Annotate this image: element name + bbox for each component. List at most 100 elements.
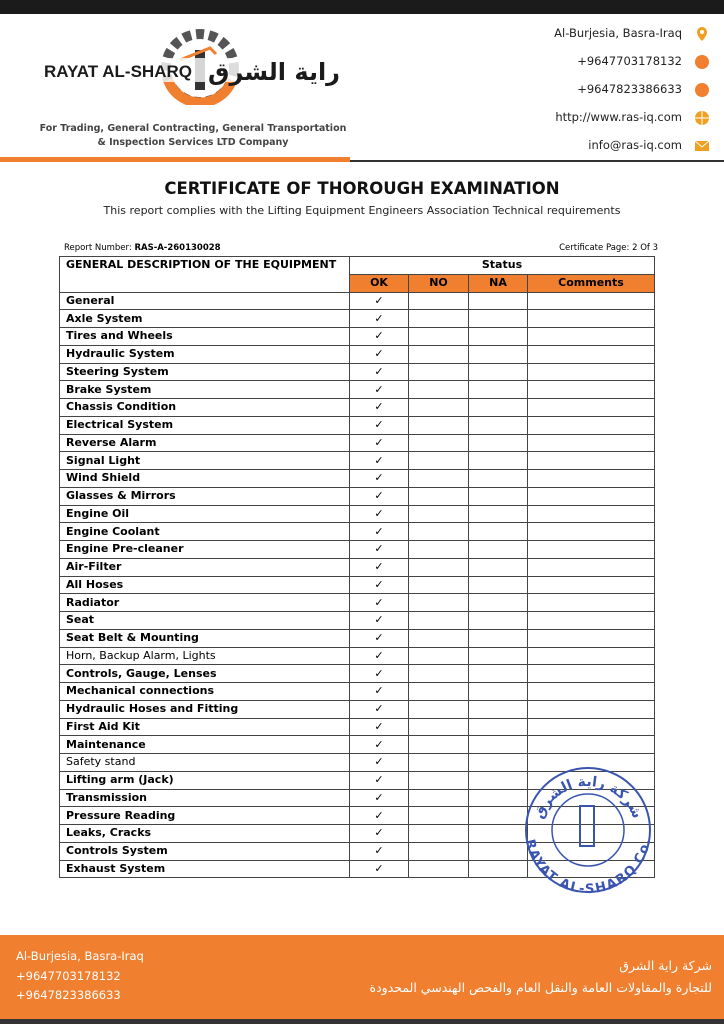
table-row: Horn, Backup Alarm, Lights ✓ <box>59 646 655 666</box>
company-name: RAYAT AL-SHARQ <box>44 62 192 81</box>
empty-cell <box>527 735 655 754</box>
item-name: Hydraulic Hoses and Fitting <box>59 699 350 719</box>
ok-check: ✓ <box>349 628 409 648</box>
empty-cell <box>468 753 528 772</box>
empty-cell <box>527 575 655 595</box>
table-row: Leaks, Cracks ✓ <box>59 824 655 843</box>
item-name: Mechanical connections <box>59 682 350 701</box>
empty-cell <box>468 522 528 541</box>
empty-cell <box>408 628 469 648</box>
empty-cell <box>468 611 528 630</box>
empty-cell <box>408 344 469 364</box>
ok-check: ✓ <box>349 504 409 524</box>
empty-cell <box>408 327 469 346</box>
table-row: Seat ✓ <box>59 611 655 630</box>
table-row: Signal Light ✓ <box>59 451 655 470</box>
empty-cell <box>408 788 469 808</box>
table-row: Hydraulic Hoses and Fitting ✓ <box>59 699 655 719</box>
ok-check: ✓ <box>349 646 409 666</box>
ok-check: ✓ <box>349 451 409 470</box>
table-row: Radiator ✓ <box>59 593 655 612</box>
table-row: Air-Filter ✓ <box>59 557 655 577</box>
certificate-page: Certificate Page: 2 Of 3 <box>559 243 658 253</box>
ok-check: ✓ <box>349 380 409 399</box>
item-name: Engine Oil <box>59 504 350 524</box>
empty-cell <box>468 824 528 843</box>
table-row: Wind Shield ✓ <box>59 469 655 488</box>
ok-check: ✓ <box>349 806 409 825</box>
item-name: Seat <box>59 611 350 630</box>
ok-check: ✓ <box>349 593 409 612</box>
empty-cell <box>408 824 469 843</box>
header-email: info@ras-iq.com <box>588 138 682 152</box>
empty-cell <box>468 398 528 417</box>
empty-cell <box>527 469 655 488</box>
ok-check: ✓ <box>349 486 409 506</box>
stamp-arabic-path: شركة راية الشرق <box>531 774 645 821</box>
empty-cell <box>527 451 655 470</box>
empty-cell <box>527 415 655 435</box>
ok-check: ✓ <box>349 824 409 843</box>
empty-cell <box>527 362 655 382</box>
empty-cell <box>468 486 528 506</box>
empty-cell <box>408 699 469 719</box>
empty-cell <box>408 841 469 861</box>
item-name: Reverse Alarm <box>59 433 350 453</box>
ok-check: ✓ <box>349 788 409 808</box>
label: Report Number: <box>64 243 132 253</box>
item-name: Chassis Condition <box>59 398 350 417</box>
ok-check: ✓ <box>349 575 409 595</box>
table-row: Controls, Gauge, Lenses ✓ <box>59 664 655 683</box>
table-row: Engine Pre-cleaner ✓ <box>59 540 655 559</box>
empty-cell <box>468 309 528 328</box>
empty-cell <box>408 504 469 524</box>
empty-cell <box>408 486 469 506</box>
empty-cell <box>468 380 528 399</box>
item-name: Electrical System <box>59 415 350 435</box>
item-name: Engine Coolant <box>59 522 350 541</box>
item-name: Safety stand <box>59 753 350 772</box>
table-row: Transmission ✓ <box>59 788 655 808</box>
empty-cell <box>527 717 655 737</box>
empty-cell <box>468 770 528 790</box>
empty-cell <box>468 735 528 754</box>
empty-cell <box>408 415 469 435</box>
status-header: Status <box>349 256 655 275</box>
empty-cell <box>468 699 528 719</box>
item-name: Engine Pre-cleaner <box>59 540 350 559</box>
table-row: General ✓ <box>59 291 655 311</box>
empty-cell <box>408 664 469 683</box>
table-row: All Hoses ✓ <box>59 575 655 595</box>
empty-cell <box>468 575 528 595</box>
ok-check: ✓ <box>349 859 409 879</box>
empty-cell <box>527 291 655 311</box>
top-bar <box>0 0 724 14</box>
empty-cell <box>408 398 469 417</box>
item-name: Wind Shield <box>59 469 350 488</box>
empty-cell <box>408 362 469 382</box>
item-name: Steering System <box>59 362 350 382</box>
phone-icon <box>695 55 709 69</box>
empty-cell <box>408 451 469 470</box>
value: RAS-A-260130028 <box>134 243 221 253</box>
empty-cell <box>468 362 528 382</box>
divider <box>350 160 724 162</box>
column-header: NO <box>408 273 469 293</box>
empty-cell <box>468 628 528 648</box>
header-phone: +9647703178132 <box>577 54 682 68</box>
table-row: Chassis Condition ✓ <box>59 398 655 417</box>
title: CERTIFICATE OF THOROUGH EXAMINATION <box>164 179 560 198</box>
empty-cell <box>408 291 469 311</box>
ok-check: ✓ <box>349 398 409 417</box>
table-row: Axle System ✓ <box>59 309 655 328</box>
empty-cell <box>527 628 655 648</box>
ok-check: ✓ <box>349 344 409 364</box>
ok-check: ✓ <box>349 540 409 559</box>
column-header: OK <box>349 273 409 293</box>
ok-check: ✓ <box>349 433 409 453</box>
empty-cell <box>527 646 655 666</box>
stamp: شركة راية الشرق RAYAT AL-SHARQ Co. <box>522 767 654 894</box>
ok-check: ✓ <box>349 327 409 346</box>
item-name: Exhaust System <box>59 859 350 879</box>
table-row: Hydraulic System ✓ <box>59 344 655 364</box>
